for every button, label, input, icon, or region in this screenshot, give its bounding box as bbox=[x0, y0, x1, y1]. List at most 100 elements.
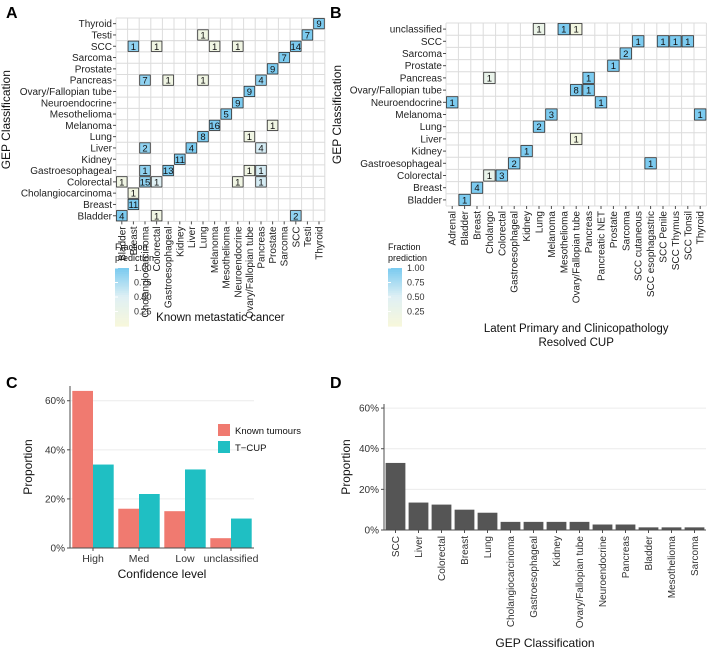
heatmap-cell-scc-penile-scc bbox=[656, 35, 670, 48]
bar-t-cup-high bbox=[93, 464, 114, 548]
legend-gradient-step bbox=[388, 285, 402, 288]
heatmap-cell-adrenal-neuroendocrine bbox=[446, 96, 459, 109]
y-tick-label-testi: Testi bbox=[91, 30, 112, 41]
legend-gradient-step bbox=[115, 273, 129, 277]
heatmap-cell-neuroendocrine-neuroendocrine bbox=[232, 97, 244, 109]
heatmap-cell-value: 15 bbox=[140, 177, 151, 188]
heatmap-cell-pancreas-colorectal bbox=[255, 176, 267, 188]
heatmap-cell-value: 1 bbox=[487, 73, 492, 84]
legend-gradient-step bbox=[388, 310, 402, 314]
legend-gradient-step bbox=[115, 279, 129, 283]
legend-title: prediction bbox=[388, 253, 427, 263]
y-tick-label-melanoma: Melanoma bbox=[65, 121, 112, 132]
x-tick-label-lung: Lung bbox=[535, 211, 546, 233]
heatmap-cell-value: 14 bbox=[291, 42, 302, 53]
legend-gradient-step bbox=[115, 271, 129, 275]
x-tick-label-scc-tonsil: SCC Tonsil bbox=[683, 211, 694, 260]
heatmap-cell-ovary-fallopian-tube-lung bbox=[243, 131, 256, 143]
legend-gradient-step bbox=[388, 297, 402, 300]
bar-lung bbox=[477, 512, 498, 530]
x-axis-title: Resolved CUP bbox=[538, 337, 614, 349]
heatmap-cell-bladder-colorectal bbox=[116, 176, 128, 188]
heatmap-cell-prostate-prostate bbox=[266, 63, 279, 75]
x-axis-title: Confidence level bbox=[118, 567, 207, 581]
heatmap-cell-value: 1 bbox=[648, 159, 653, 170]
y-tick-label-lung: Lung bbox=[90, 132, 112, 143]
heatmap-cell-pancreas-gastroesophageal bbox=[255, 164, 267, 177]
heatmap-cell-colorectal-scc bbox=[150, 40, 163, 52]
heatmap-cell-value: 1 bbox=[487, 171, 492, 182]
heatmap-cell-value: 1 bbox=[142, 166, 147, 177]
heatmap-cell-value: 1 bbox=[258, 177, 263, 188]
legend-gradient-step bbox=[388, 306, 402, 310]
y-tick-label-gastroesophageal: Gastroesophageal bbox=[30, 166, 112, 177]
legend-gradient-step bbox=[388, 271, 402, 275]
y-tick-label-liver: Liver bbox=[90, 143, 112, 154]
y-tick-label-thyroid: Thyroid bbox=[79, 19, 112, 30]
x-axis-title: GEP Classification bbox=[495, 636, 594, 650]
heatmap-cell-colorectal-bladder bbox=[150, 210, 163, 222]
legend-gradient-step bbox=[115, 316, 129, 319]
heatmap-cell-melanoma-scc bbox=[208, 40, 221, 52]
legend-gradient-step bbox=[388, 316, 402, 319]
y-tick-label-pancreas: Pancreas bbox=[70, 76, 112, 87]
y-tick-label-liver: Liver bbox=[420, 134, 442, 145]
legend-gradient-step bbox=[388, 320, 402, 323]
x-tick-label-liver: Liver bbox=[414, 535, 425, 557]
legend-gradient-step bbox=[388, 268, 402, 271]
bar-t-cup-med bbox=[139, 494, 160, 548]
heatmap-cell-value: 1 bbox=[524, 147, 529, 158]
legend-gradient-step bbox=[115, 298, 129, 302]
x-tick-label-gastroesophageal: Gastroesophageal bbox=[510, 211, 521, 293]
heatmap-cell-ovary-fallopian-tube-ovary-fallopian-tube bbox=[243, 85, 256, 98]
heatmap-cell-ovary-fallopian-tube-gastroesophageal bbox=[243, 164, 256, 177]
heatmap-cell-value: 9 bbox=[316, 19, 321, 30]
x-tick-label-melanoma: Melanoma bbox=[547, 211, 558, 258]
x-tick-label-unclassified: unclassified bbox=[204, 553, 259, 565]
legend-gradient-step bbox=[115, 302, 129, 306]
legend-gradient-step bbox=[388, 318, 402, 321]
legend-gradient-step bbox=[388, 302, 402, 306]
legend-gradient-step bbox=[115, 295, 129, 298]
bar-t-cup-low bbox=[185, 469, 206, 548]
legend-gradient-step bbox=[115, 275, 129, 279]
x-tick-label-cholangiocarcinoma: Cholangiocarcinoma bbox=[506, 536, 517, 628]
x-tick-label-melanoma: Melanoma bbox=[210, 226, 221, 273]
bar-liver bbox=[408, 502, 429, 530]
heatmap-cell-value: 1 bbox=[154, 42, 159, 53]
heatmap-cell-value: 3 bbox=[499, 171, 504, 182]
bar-scc bbox=[385, 462, 406, 530]
heatmap-cell-scc-esophagastric-gastroesophageal bbox=[644, 157, 657, 170]
x-tick-label-thyroid: Thyroid bbox=[315, 226, 326, 259]
heatmap-cell-value: 13 bbox=[163, 166, 174, 177]
bar-bladder bbox=[638, 527, 659, 530]
heatmap-cell-melanoma-melanoma bbox=[545, 108, 558, 121]
legend-gradient-step bbox=[388, 283, 402, 286]
heatmap-cell-lung-testi bbox=[197, 29, 209, 41]
legend-gradient-step bbox=[115, 289, 129, 292]
bar-colorectal bbox=[431, 504, 452, 530]
panel-c: 0% 20% 40% 60% High Med Low unclassified Confide… bbox=[21, 386, 301, 581]
y-tick-label: 60% bbox=[45, 396, 65, 407]
x-tick-label-sarcoma: Sarcoma bbox=[280, 226, 291, 266]
heatmap-cell-kidney-kidney bbox=[520, 145, 533, 158]
heatmap-cell-value: 1 bbox=[574, 134, 579, 145]
y-tick-label-sarcoma: Sarcoma bbox=[402, 49, 442, 60]
heatmap-cell-sarcoma-sarcoma bbox=[619, 47, 632, 60]
heatmap-cell-value: 2 bbox=[536, 122, 541, 133]
x-tick-label-cholangiocarcinoma: Cholangiocarcinoma bbox=[141, 226, 152, 318]
y-tick-label-neuroendocrine: Neuroendocrine bbox=[41, 98, 113, 109]
heatmap-cell-value: 9 bbox=[235, 98, 240, 109]
heatmap-cell-value: 2 bbox=[142, 143, 147, 154]
bar-cholangiocarcinoma bbox=[500, 521, 521, 530]
heatmap-cell-neuroendocrine-scc bbox=[232, 40, 244, 52]
bar-ovary-fallopian-tube bbox=[569, 521, 590, 530]
legend-gradient-step bbox=[388, 291, 402, 294]
heatmap-cell-value: 1 bbox=[586, 73, 591, 84]
heatmap-cell-value: 1 bbox=[673, 37, 678, 48]
heatmap-cell-value: 1 bbox=[212, 42, 217, 53]
y-tick-label: 20% bbox=[45, 494, 65, 505]
x-axis-title: Known metastatic cancer bbox=[156, 312, 285, 324]
legend-gradient-step bbox=[115, 306, 129, 310]
bar-known-tumours-unclassified bbox=[210, 538, 231, 548]
